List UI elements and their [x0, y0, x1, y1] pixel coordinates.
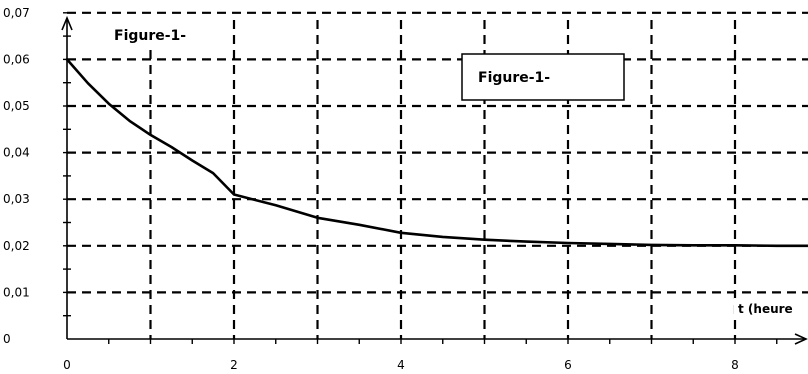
y-tick-label: 0,06 — [3, 52, 30, 66]
x-tick-label: 4 — [397, 358, 405, 372]
x-tick-label: 0 — [63, 358, 71, 372]
y-tick-label: 0,01 — [3, 285, 30, 299]
y-tick-label: 0,05 — [3, 99, 30, 113]
y-tick-label: 0 — [3, 332, 11, 346]
x-axis-label: t (heure — [738, 302, 793, 316]
y-tick-label: 0,03 — [3, 192, 30, 206]
y-tick-label: 0,02 — [3, 239, 30, 253]
x-tick-label: 2 — [230, 358, 238, 372]
y-tick-label: 0,04 — [3, 146, 30, 160]
y-axis-arrow — [61, 15, 73, 31]
annotation-box — [461, 53, 625, 101]
decay-curve — [65, 58, 808, 248]
y-tick-label: 0,07 — [3, 6, 30, 20]
axes — [61, 12, 808, 345]
annotation-figure-1-top: Figure-1- — [114, 28, 186, 44]
curve — [65, 58, 808, 248]
annotation-figure-1-boxed: Figure-1- — [478, 70, 550, 86]
grid — [67, 11, 808, 339]
tick-labels: 0 2 4 6 8 0 0,01 0,02 0,03 0,04 0,05 0,06 0,07 — [3, 6, 739, 372]
x-tick-label: 6 — [564, 358, 572, 372]
x-axis-arrow — [794, 333, 808, 345]
x-axis-label-bg — [734, 298, 808, 318]
annotation-bg — [104, 18, 232, 46]
x-tick-label: 8 — [731, 358, 739, 372]
